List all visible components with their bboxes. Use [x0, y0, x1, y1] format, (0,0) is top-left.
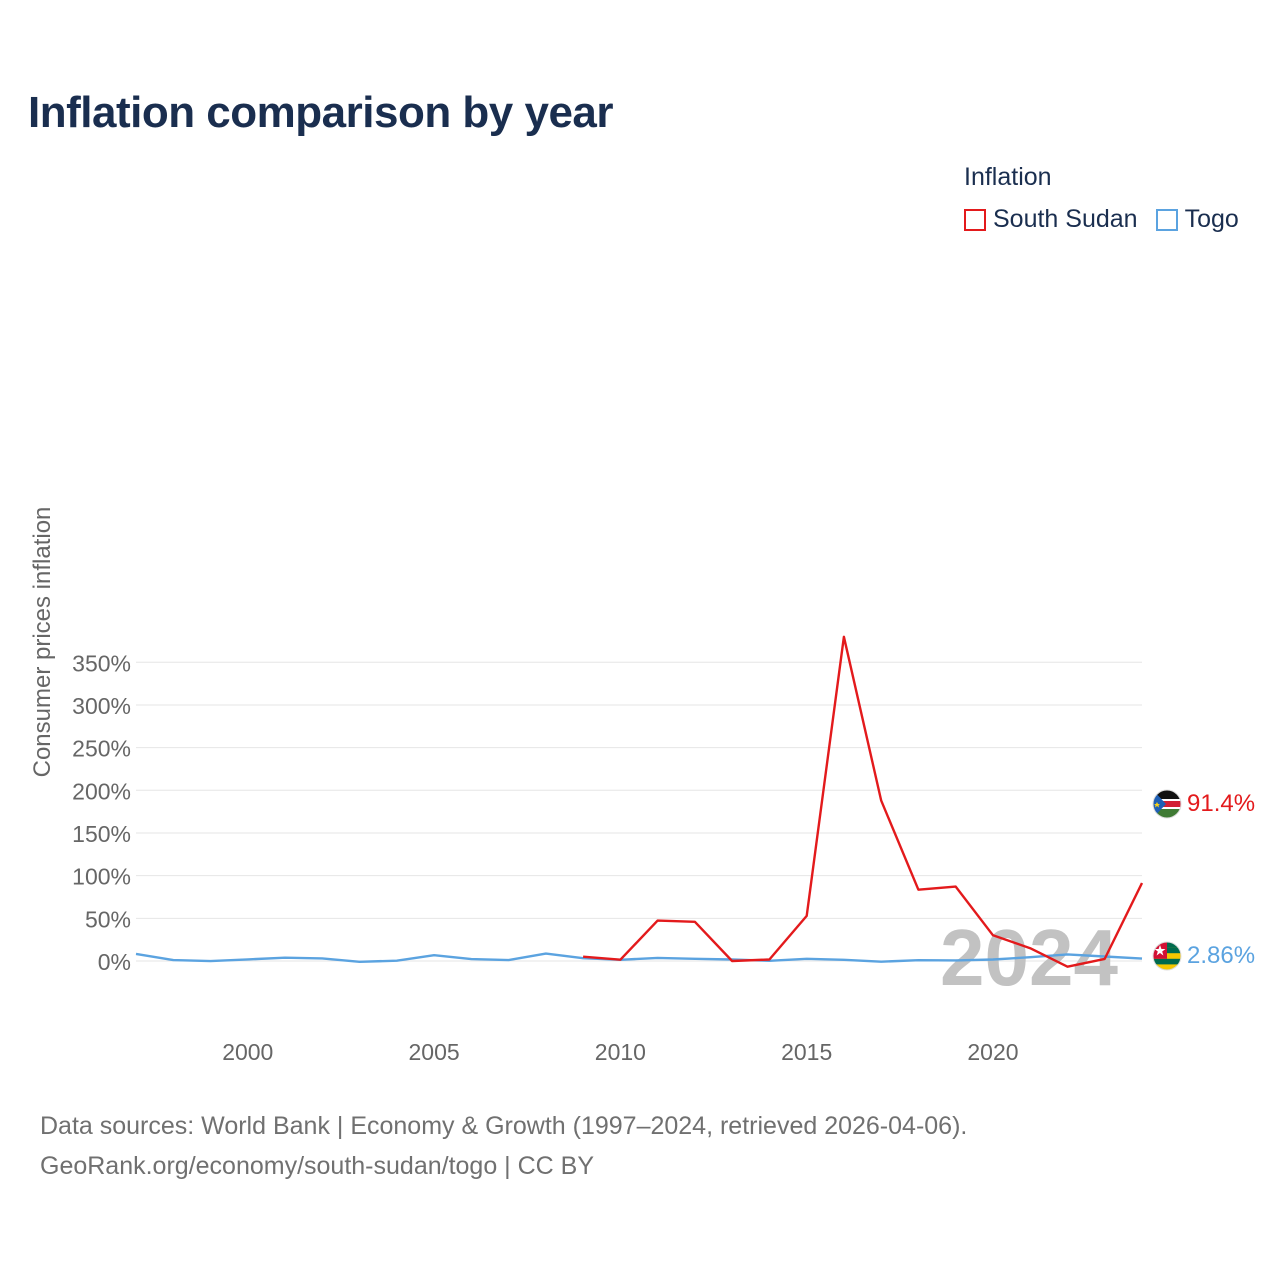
x-axis: 2000 2005 2010 2015 2020 — [222, 1039, 1018, 1065]
south-sudan-flag-icon — [1153, 790, 1181, 818]
legend-item-togo[interactable]: Togo — [1155, 205, 1239, 234]
line-chart: 2024 0%50%100%150%200%250%300%350% 2000 2… — [29, 507, 1255, 1065]
y-tick-label: 250% — [72, 736, 131, 762]
legend: South Sudan Togo — [964, 205, 1257, 234]
gridlines — [136, 661, 1142, 962]
chart-title: Inflation comparison by year — [28, 88, 614, 137]
y-axis-label: Consumer prices inflation — [29, 507, 56, 778]
footer-sources: Data sources: World Bank | Economy & Gro… — [40, 1112, 968, 1140]
y-tick-label: 200% — [72, 778, 131, 804]
legend-title: Inflation — [964, 163, 1052, 191]
footer-attribution[interactable]: GeoRank.org/economy/south-sudan/togo | C… — [40, 1152, 595, 1180]
south-sudan-end-label: 91.4% — [1187, 790, 1255, 817]
togo-end-label: 2.86% — [1187, 942, 1255, 969]
legend-label-togo: Togo — [1184, 205, 1239, 233]
x-tick-label: 2020 — [967, 1039, 1018, 1065]
legend-item-south-sudan[interactable]: South Sudan — [964, 205, 1138, 234]
y-tick-label: 0% — [98, 949, 131, 975]
y-axis: 0% 50% 100% 150% 200% 250% 300% 350% — [72, 650, 131, 975]
legend-swatch-south-sudan — [964, 208, 986, 231]
y-tick-label: 150% — [72, 821, 131, 847]
y-tick-label: 300% — [72, 693, 131, 719]
legend-swatch-togo — [1155, 208, 1178, 231]
x-tick-label: 2005 — [408, 1039, 459, 1065]
y-tick-label: 350% — [72, 650, 131, 676]
series-line-south-sudan[interactable] — [583, 635, 1144, 968]
x-tick-label: 2015 — [781, 1039, 832, 1065]
series-lines — [135, 635, 1144, 968]
legend-label-south-sudan: South Sudan — [993, 205, 1138, 233]
series-line-togo[interactable] — [135, 952, 1143, 963]
y-tick-label: 50% — [85, 906, 131, 932]
footer: Data sources: World Bank | Economy & Gro… — [40, 1106, 967, 1186]
y-tick-label: 100% — [72, 864, 131, 890]
x-tick-label: 2010 — [595, 1039, 646, 1065]
x-tick-label: 2000 — [222, 1039, 273, 1065]
